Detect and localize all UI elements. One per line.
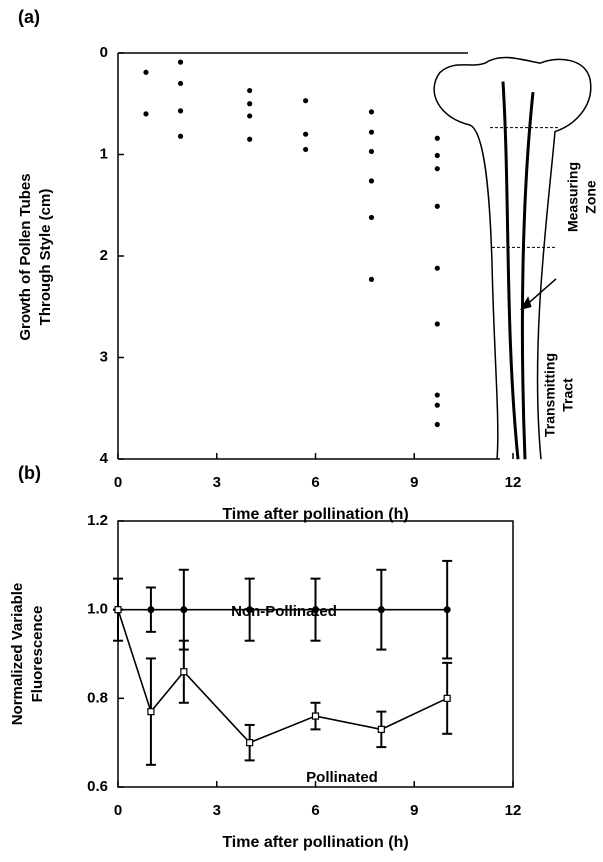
data-point: [368, 276, 375, 282]
x-tick-label: 6: [311, 474, 319, 491]
panel-label: (a): [18, 7, 40, 27]
y-axis-label: Through Style (cm): [37, 189, 54, 326]
data-point: [434, 203, 440, 209]
y-tick-label: 0.8: [87, 689, 108, 706]
data-point: [368, 109, 375, 115]
data-point: [303, 131, 309, 137]
data-point: [434, 421, 440, 428]
x-tick-label: 6: [311, 802, 319, 819]
x-tick-label: 0: [114, 802, 122, 819]
marker: [147, 708, 155, 716]
x-tick-label: 0: [114, 474, 122, 491]
data-point: [143, 69, 149, 75]
marker: [377, 606, 385, 614]
data-point: [368, 214, 375, 221]
data-point: [368, 178, 375, 184]
y-tick-label: 1: [100, 145, 108, 162]
data-point: [247, 87, 253, 94]
panel-label: (b): [18, 463, 41, 483]
y-tick-label: 4: [100, 450, 109, 467]
data-point: [177, 108, 184, 114]
data-point: [434, 321, 440, 327]
data-point: [247, 136, 253, 142]
data-point: [434, 135, 440, 141]
marker: [312, 606, 319, 614]
style-diagram: [434, 57, 591, 459]
x-tick-label: 3: [213, 802, 221, 819]
data-point: [247, 101, 253, 107]
plot-frame: [117, 520, 514, 788]
x-tick-label: 12: [505, 474, 522, 491]
data-point: [368, 148, 375, 155]
marker: [246, 606, 254, 614]
x-tick-label: 9: [410, 802, 418, 819]
y-tick-label: 2: [100, 247, 108, 264]
data-point: [143, 111, 149, 117]
data-point: [247, 113, 253, 119]
data-point: [177, 133, 184, 139]
marker: [180, 668, 188, 676]
annotation: Zone: [583, 180, 599, 214]
data-point: [368, 129, 375, 135]
data-point: [434, 265, 440, 271]
data-point: [303, 146, 309, 153]
y-axis-label: Normalized Variable: [9, 583, 26, 726]
x-tick-label: 3: [213, 474, 221, 491]
marker: [443, 694, 451, 702]
data-point: [177, 59, 184, 65]
data-point: [434, 152, 440, 159]
annotation: Tract: [560, 378, 576, 412]
y-axis-label: Fluorescence: [29, 606, 46, 703]
y-tick-label: 0.6: [87, 778, 108, 795]
series-line: [117, 609, 448, 744]
marker: [443, 606, 451, 614]
y-tick-label: 1.0: [87, 601, 108, 618]
x-tick-label: 12: [505, 802, 522, 819]
y-tick-label: 1.2: [87, 512, 108, 529]
data-point: [177, 80, 184, 87]
y-axis-label: Growth of Pollen Tubes: [17, 173, 34, 340]
series-label: Non-Pollinated: [231, 603, 337, 620]
x-axis-label: Time after pollination (h): [222, 834, 408, 851]
y-tick-label: 0: [100, 44, 108, 61]
marker: [246, 739, 254, 747]
data-point: [434, 166, 440, 172]
data-point: [434, 402, 440, 408]
x-tick-label: 9: [410, 474, 418, 491]
x-axis-label: Time after pollination (h): [222, 506, 408, 523]
marker: [180, 606, 188, 614]
annotation: Transmitting: [542, 353, 558, 437]
marker: [311, 712, 320, 720]
marker: [114, 606, 122, 614]
data-point: [303, 98, 309, 104]
series-label: Pollinated: [306, 769, 378, 786]
marker: [377, 725, 385, 733]
data-point: [434, 392, 440, 398]
annotation: Measuring: [565, 162, 581, 232]
marker: [147, 606, 155, 614]
y-tick-label: 3: [100, 348, 108, 365]
